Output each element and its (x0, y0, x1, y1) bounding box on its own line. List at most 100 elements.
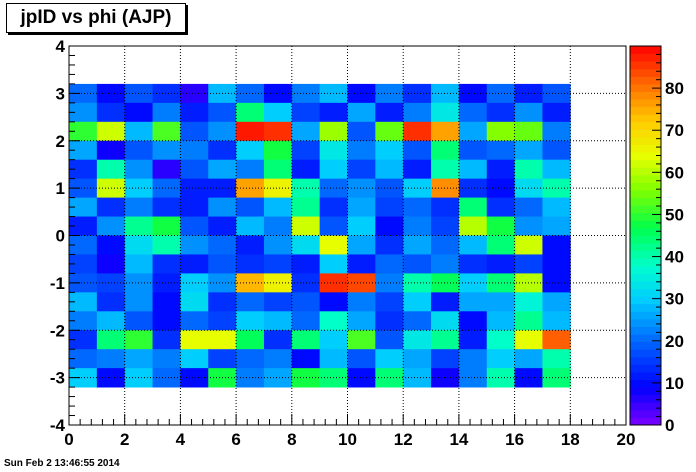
heatmap-cell (542, 292, 571, 312)
x-tick-label: 12 (394, 430, 413, 449)
heatmap-cell (180, 159, 209, 180)
heatmap-cell (375, 197, 404, 217)
x-tick-label: 20 (617, 430, 636, 449)
heatmap-cell (180, 235, 209, 255)
colorbar-tick-label: 30 (665, 290, 684, 309)
heatmap-cell (514, 235, 543, 255)
heatmap-cell (152, 121, 181, 142)
heatmap-cell (319, 102, 348, 123)
y-tick-label: 0 (56, 227, 65, 246)
colorbar-segment (630, 258, 661, 267)
heatmap-cell (403, 140, 432, 161)
heatmap-cell (431, 216, 460, 236)
heatmap-cell (124, 311, 153, 331)
heatmap-cell (403, 159, 432, 180)
heatmap-cell (96, 349, 126, 369)
heatmap-cell (263, 330, 293, 350)
colorbar-segment (630, 152, 661, 161)
x-tick-label: 10 (338, 430, 357, 449)
heatmap-cell (291, 349, 321, 369)
heatmap-cell (319, 140, 348, 161)
heatmap-cell (291, 273, 321, 293)
heatmap-cell (263, 140, 293, 161)
heatmap-cell (347, 216, 376, 236)
heatmap-cell (263, 102, 293, 123)
heatmap-cell (486, 235, 515, 255)
heatmap-cell (152, 311, 181, 331)
heatmap-cell (542, 254, 571, 274)
heatmap-cell (152, 254, 181, 274)
y-tick-label: 1 (56, 179, 65, 198)
heatmap-cell (263, 311, 293, 331)
heatmap-cell (375, 121, 404, 142)
heatmap-cell (542, 216, 571, 236)
chart-title: jpID vs phi (AJP) (6, 3, 186, 33)
heatmap-cell (69, 273, 98, 293)
heatmap-cell (208, 140, 237, 161)
heatmap-cell (542, 121, 571, 142)
heatmap-cell (152, 159, 181, 180)
heatmap-cell (180, 83, 209, 104)
heatmap-cell (263, 159, 293, 180)
heatmap-cell (152, 330, 181, 350)
heatmap-cell (152, 368, 181, 388)
heatmap-cell (291, 121, 321, 142)
x-tick-label: 18 (561, 430, 580, 449)
heatmap-cell (236, 349, 265, 369)
heatmap-cell (403, 216, 432, 236)
heatmap-cell (180, 140, 209, 161)
heatmap-cell (236, 140, 265, 161)
heatmap-cell (458, 292, 488, 312)
heatmap-cell (458, 235, 488, 255)
heatmap-cell (96, 273, 126, 293)
heatmap-cell (69, 121, 98, 142)
heatmap-cell (263, 273, 293, 293)
heatmap-cell (180, 121, 209, 142)
heatmap-cell (96, 216, 126, 236)
heatmap-cell (152, 349, 181, 369)
heatmap-cell (403, 121, 432, 142)
heatmap-cell (124, 102, 153, 123)
heatmap-cell (152, 292, 181, 312)
colorbar-segment (630, 288, 661, 297)
colorbar-segment (630, 235, 661, 244)
heatmap-cell (514, 197, 543, 217)
heatmap-cell (236, 121, 265, 142)
heatmap-cell (96, 292, 126, 312)
heatmap-cell (96, 254, 126, 274)
heatmap-cell (263, 368, 293, 388)
heatmap-cell (375, 349, 404, 369)
heatmap-cell (319, 121, 348, 142)
heatmap-cell (486, 140, 515, 161)
heatmap-cell (69, 292, 98, 312)
heatmap-cell (514, 216, 543, 236)
colorbar-frame (629, 45, 662, 426)
heatmap-cell (263, 83, 293, 104)
heatmap-cell (375, 216, 404, 236)
heatmap-cell (124, 159, 153, 180)
heatmap-cell (431, 349, 460, 369)
heatmap-cell (124, 349, 153, 369)
heatmap-cell (375, 368, 404, 388)
heatmap-cell (236, 83, 265, 104)
heatmap-cell (96, 102, 126, 123)
colorbar-segment (630, 182, 661, 191)
heatmap-cell (458, 178, 488, 198)
heatmap-cell (263, 349, 293, 369)
heatmap-cell (208, 216, 237, 236)
colorbar-segment (630, 91, 661, 100)
heatmap-cell (180, 349, 209, 369)
heatmap-cell (96, 159, 126, 180)
heatmap-cell (208, 254, 237, 274)
colorbar-segment (630, 371, 661, 381)
heatmap-cell (375, 254, 404, 274)
heatmap-cell (263, 235, 293, 255)
heatmap-cell (403, 102, 432, 123)
heatmap-cell (124, 330, 153, 350)
colorbar-segment (630, 326, 661, 335)
heatmap-cell (347, 368, 376, 388)
heatmap-cell (319, 254, 348, 274)
heatmap-cell (96, 197, 126, 217)
colorbar-segment (630, 53, 661, 62)
heatmap-cell (458, 273, 488, 293)
